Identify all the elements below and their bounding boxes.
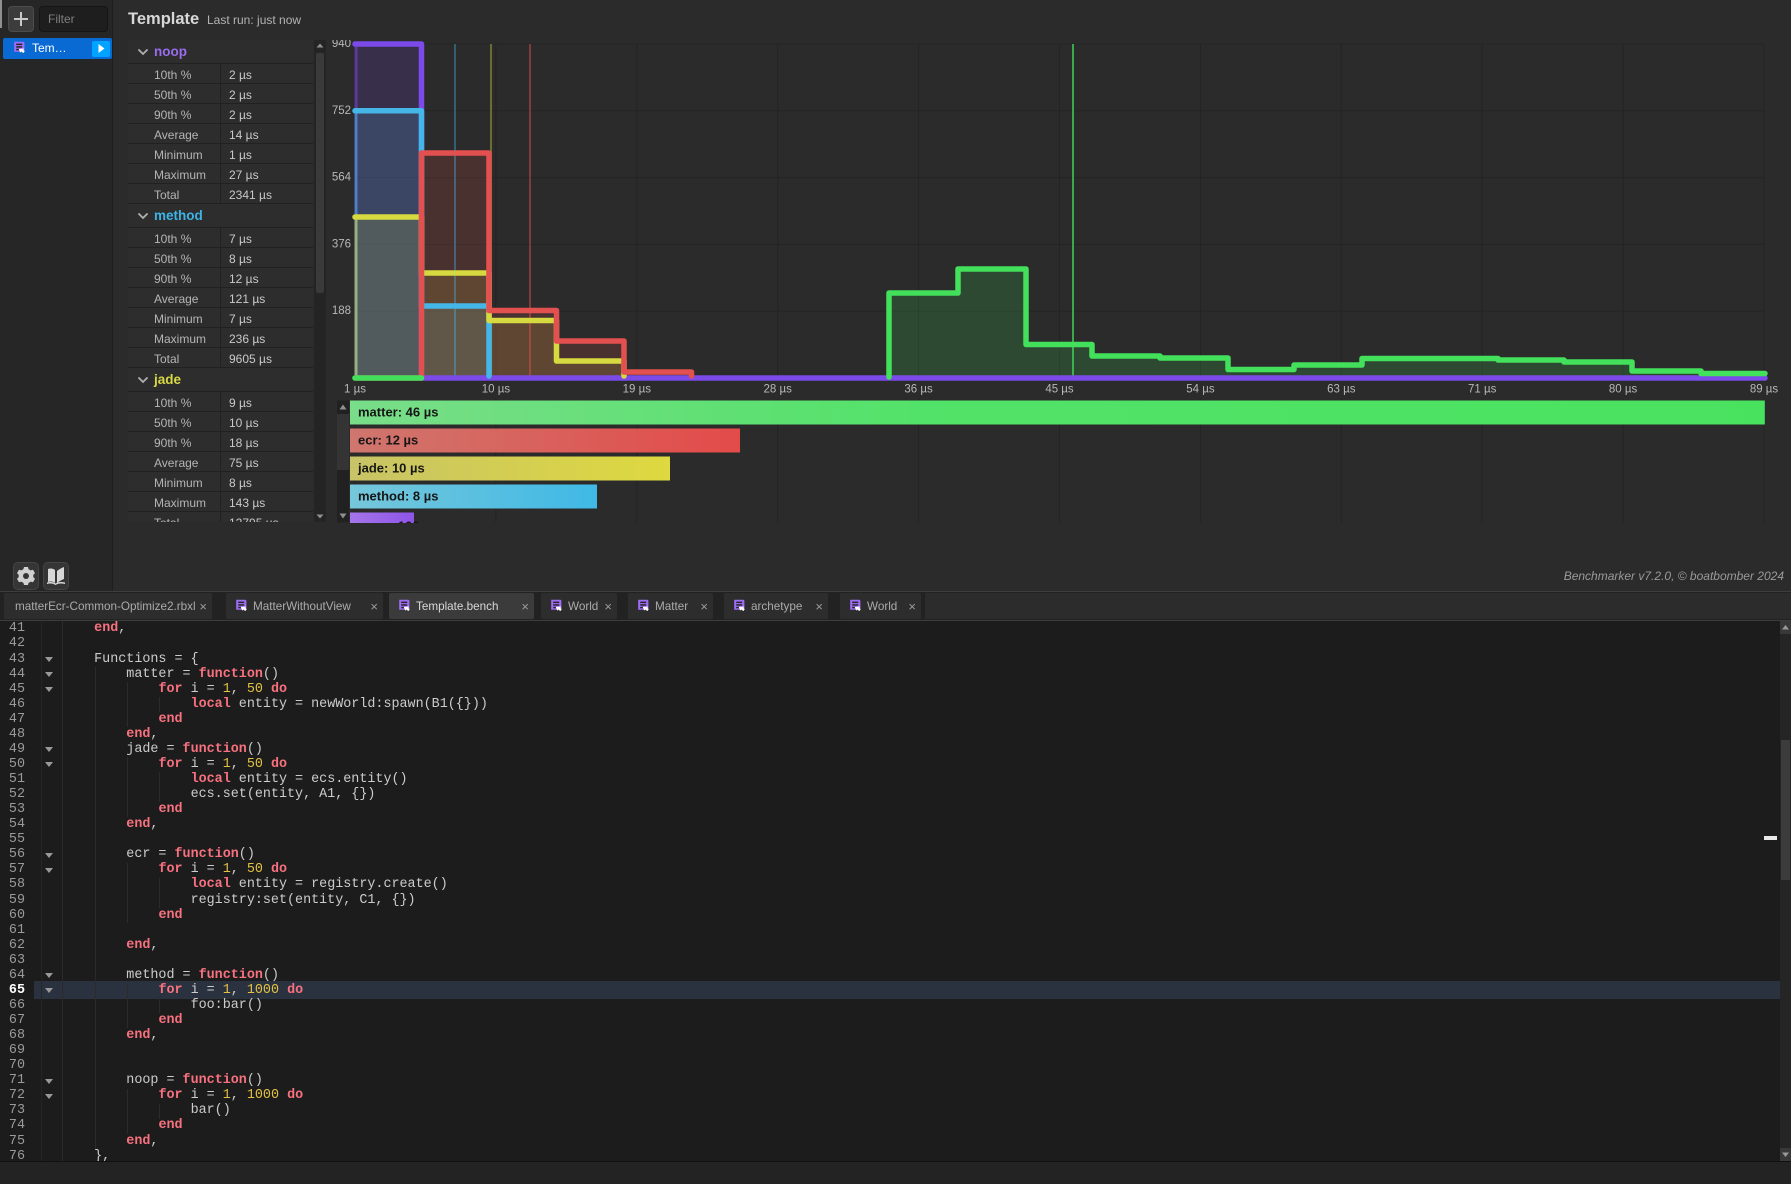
svg-text:80 µs: 80 µs bbox=[1609, 384, 1638, 396]
svg-text:54 µs: 54 µs bbox=[1186, 384, 1215, 396]
svg-text:89 µs: 89 µs bbox=[1750, 384, 1779, 396]
svg-text:matter: 46 µs: matter: 46 µs bbox=[358, 404, 438, 419]
svg-text:45 µs: 45 µs bbox=[1045, 384, 1074, 396]
svg-text:940: 940 bbox=[332, 40, 351, 50]
svg-text:71 µs: 71 µs bbox=[1468, 384, 1497, 396]
svg-text:19 µs: 19 µs bbox=[623, 384, 652, 396]
svg-text:564: 564 bbox=[332, 172, 352, 184]
svg-text:ecr: 12 µs: ecr: 12 µs bbox=[358, 432, 418, 447]
svg-text:1 µs: 1 µs bbox=[344, 384, 366, 396]
svg-text:188: 188 bbox=[332, 305, 351, 317]
svg-text:36 µs: 36 µs bbox=[904, 384, 933, 396]
svg-text:10 µs: 10 µs bbox=[482, 384, 511, 396]
svg-text:method: 8 µs: method: 8 µs bbox=[358, 488, 438, 503]
svg-text:752: 752 bbox=[332, 105, 351, 117]
svg-text:63 µs: 63 µs bbox=[1327, 384, 1356, 396]
svg-text:376: 376 bbox=[332, 238, 351, 250]
svg-text:28 µs: 28 µs bbox=[764, 384, 793, 396]
svg-text:jade: 10 µs: jade: 10 µs bbox=[357, 460, 425, 475]
svg-text:noop: 166 µs: noop: 166 µs bbox=[358, 518, 438, 523]
